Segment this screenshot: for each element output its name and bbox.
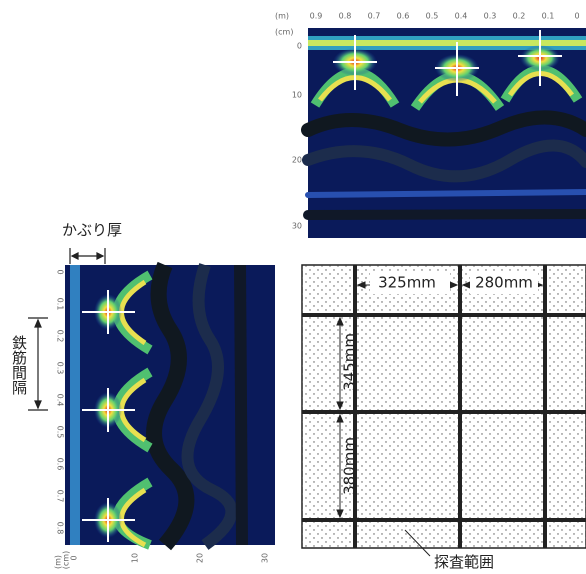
spacing-label: 鉄筋間隔	[10, 335, 28, 395]
x-tick-label: 0.2	[513, 12, 526, 21]
spacing-bracket	[28, 317, 48, 411]
y-tick-label: 0	[297, 42, 302, 51]
y-tick-label: 0.6	[56, 458, 65, 471]
y-tick-label: 20	[292, 156, 302, 165]
range-label: 探査範囲	[434, 553, 494, 571]
x-tick-label: 0	[70, 555, 79, 560]
y-tick-label: 0.5	[56, 426, 65, 439]
x-tick-label: 0.9	[310, 12, 323, 21]
axis-unit: (cm)	[275, 28, 293, 37]
tick-labels: (m) 0.9 0.8 0.7 0.6 0.5 0.4 0.3 0.2 0.1 0(cm)01020…	[54, 12, 580, 570]
y-tick-label: 0.7	[56, 490, 65, 503]
label-backdrop	[470, 272, 538, 294]
x-tick-label: 20	[196, 553, 205, 563]
y-tick-label: 0.3	[56, 362, 65, 375]
x-tick-label: 0.6	[397, 12, 410, 21]
x-tick-label: 0.4	[455, 12, 468, 21]
axis-unit: (cm)	[62, 551, 71, 569]
dimension-label: 380mm	[341, 437, 359, 495]
y-tick-label: 10	[292, 91, 302, 100]
leader-line	[404, 529, 431, 557]
echo-bands	[146, 261, 248, 551]
x-tick-label: 0.1	[542, 12, 555, 21]
y-tick-label: 0.8	[56, 522, 65, 535]
plan-view: 325mm 280mm 345mm 380mm 探査範囲	[301, 264, 586, 571]
x-tick-label: 0.3	[484, 12, 497, 21]
axis-unit: (m)	[275, 12, 289, 21]
axis-unit: (m)	[54, 555, 63, 569]
x-tick-label: 10	[131, 553, 140, 563]
y-tick-label: 0.4	[56, 394, 65, 407]
cover-label: かぶり厚	[62, 221, 122, 239]
y-tick-label: 30	[292, 222, 302, 231]
side-scan: かぶり厚 鉄筋間隔	[10, 221, 275, 551]
surface-band	[70, 265, 80, 545]
rebar-lines	[302, 265, 586, 548]
x-tick-label: 0.8	[339, 12, 352, 21]
y-tick-label: 0.1	[56, 298, 65, 311]
x-tick-label: 0.7	[368, 12, 381, 21]
dimension-label: 280mm	[475, 274, 533, 292]
x-tick-label: 30	[261, 553, 270, 563]
cover-arrow	[69, 248, 106, 264]
x-tick-label: 0.5	[426, 12, 439, 21]
top-scan	[301, 28, 586, 238]
x-tick-label: 0	[574, 12, 579, 21]
dimension-label: 345mm	[341, 333, 359, 391]
dimension-label: 325mm	[378, 274, 436, 292]
crosshairs	[333, 30, 562, 96]
crosshairs	[82, 290, 135, 542]
label-backdrop	[370, 272, 450, 294]
y-tick-label: 0	[56, 269, 65, 274]
y-tick-label: 0.2	[56, 330, 65, 343]
surface-band	[308, 40, 586, 46]
plan-texture	[302, 265, 586, 548]
echo-bands	[301, 110, 586, 220]
